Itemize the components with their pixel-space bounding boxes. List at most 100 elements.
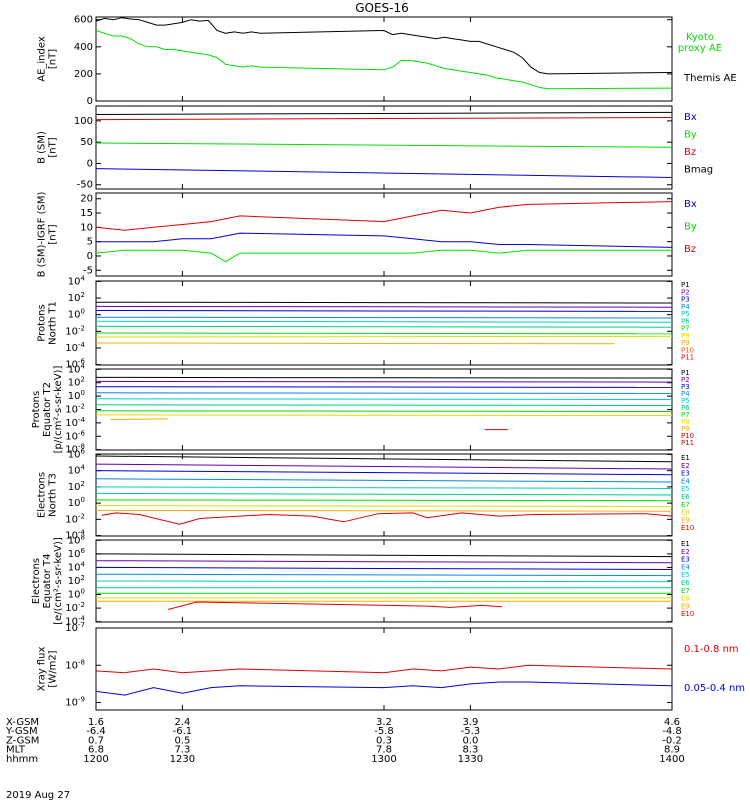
- y-tick-label: 106: [68, 547, 86, 560]
- series-themis-ae: [95, 17, 673, 75]
- legend-item: E3: [681, 556, 690, 564]
- series-e6: [95, 492, 673, 496]
- y-tick-label: 0: [87, 158, 93, 169]
- y-tick-label: 10-6: [65, 429, 85, 442]
- y-tick-label: 10-2: [65, 512, 85, 525]
- y-tick-label: 10-8: [65, 443, 85, 456]
- series-p3: [95, 310, 673, 312]
- footer-value: -6.1: [173, 726, 193, 737]
- y-tick-label: 106: [68, 447, 86, 460]
- legend-item: By: [684, 130, 697, 141]
- footer-value: 0.3: [376, 735, 392, 746]
- y-axis-label-line: AE_index: [37, 36, 48, 82]
- y-axis-label-line: Xray flux: [37, 647, 48, 692]
- y-tick-label: 10-8: [65, 658, 85, 671]
- legend-item: P4: [681, 303, 690, 311]
- legend-item: E7: [681, 587, 690, 595]
- panel-frame: [95, 192, 673, 277]
- series-p4: [95, 392, 673, 394]
- footer-row-label: X-GSM: [6, 717, 39, 728]
- series-e3: [95, 566, 673, 570]
- y-tick-label: 108: [68, 533, 85, 546]
- legend-item: P5: [681, 397, 690, 405]
- footer-value: 0.0: [462, 735, 478, 746]
- series-bmag: [95, 111, 673, 115]
- legend-item: P4: [681, 390, 690, 398]
- series-p2: [95, 305, 673, 308]
- legend-item: P2: [681, 376, 690, 384]
- footer-value: 1400: [659, 754, 684, 765]
- footer-row-label: MLT: [6, 745, 26, 756]
- y-axis-label-line: Equator T4: [42, 554, 53, 609]
- y-axis-label-line: [p/(cm²-s-sr-keV)]: [53, 366, 64, 454]
- y-axis-label-line: North T1: [48, 301, 59, 345]
- legend-item: P3: [681, 383, 690, 391]
- y-tick-label: 0: [87, 251, 93, 262]
- y-tick-label: 100: [68, 588, 85, 601]
- legend-item: P9: [681, 425, 690, 433]
- legend-item: P6: [681, 317, 690, 325]
- panel-legend: Bx By Bz Bmag: [684, 112, 713, 176]
- y-tick-label: 50: [80, 137, 93, 148]
- series-p1: [95, 301, 673, 304]
- y-tick-label: 400: [74, 42, 93, 53]
- footer-value: 7.3: [174, 745, 190, 756]
- legend-item: P1: [681, 281, 690, 289]
- series-p4: [95, 316, 673, 319]
- y-axis-label: ElectronsNorth T3: [37, 472, 59, 518]
- y-axis-label-line: [nT]: [48, 137, 59, 157]
- y-tick-label: 100: [68, 496, 85, 509]
- footer-value: 1230: [170, 754, 195, 765]
- y-tick-label: 102: [68, 480, 85, 493]
- footer-value: 1.6: [88, 717, 104, 728]
- legend-item: P5: [681, 310, 690, 318]
- series-p7: [95, 410, 673, 412]
- y-tick-label: 10-4: [65, 341, 85, 354]
- legend-item: E4: [681, 563, 690, 571]
- y-tick-label: 5: [87, 237, 93, 248]
- footer-value: 3.2: [376, 717, 392, 728]
- series-p1: [95, 376, 673, 379]
- series-e3: [95, 470, 673, 476]
- y-tick-label: 104: [68, 362, 86, 375]
- y-axis-label-line: B (SM): [37, 131, 48, 164]
- panel-legend: 0.1-0.8 nm 0.05-0.4 nm: [684, 644, 745, 694]
- y-tick-label: 100: [68, 389, 85, 402]
- y-tick-label: 104: [68, 274, 86, 287]
- series-bx: [96, 232, 673, 248]
- y-axis-label: B (SM)[nT]: [37, 131, 59, 164]
- series-e5: [95, 580, 673, 583]
- legend-item: P3: [681, 296, 690, 304]
- y-tick-label: 10-2: [65, 403, 85, 416]
- footer-value: -0.2: [662, 735, 682, 746]
- y-axis-label: ProtonsNorth T1: [37, 301, 59, 345]
- series-bz: [95, 117, 673, 121]
- footer-value: 8.3: [462, 745, 478, 756]
- series-0.1-0.8-nm: [95, 664, 673, 674]
- y-tick-label: 600: [74, 15, 93, 26]
- series-p8: [95, 335, 673, 338]
- footer-value: 1200: [83, 754, 108, 765]
- series-by: [95, 142, 673, 148]
- y-tick-label: 10: [80, 222, 93, 233]
- series-e2: [95, 463, 673, 470]
- series-p5: [95, 320, 673, 323]
- panel-7: 10810610410210010-210-4ElectronsEquator …: [31, 533, 694, 627]
- legend-item: E8: [681, 509, 690, 517]
- legend-item: Bx: [684, 199, 697, 210]
- legend-item: E5: [681, 571, 690, 579]
- y-axis-label: AE_index[nT]: [37, 36, 59, 82]
- y-axis-label: ProtonsEquator T2[p/(cm²-s-sr-keV)]: [31, 366, 64, 454]
- legend-item: E3: [681, 470, 690, 478]
- legend-item: E7: [681, 501, 690, 509]
- legend-item: Kyoto: [686, 32, 714, 43]
- legend-item: E4: [681, 477, 690, 485]
- y-tick-label: 10-4: [65, 416, 85, 429]
- y-tick-label: 100: [74, 116, 93, 127]
- y-tick-label: 20: [80, 194, 93, 205]
- legend-item: P7: [681, 411, 690, 419]
